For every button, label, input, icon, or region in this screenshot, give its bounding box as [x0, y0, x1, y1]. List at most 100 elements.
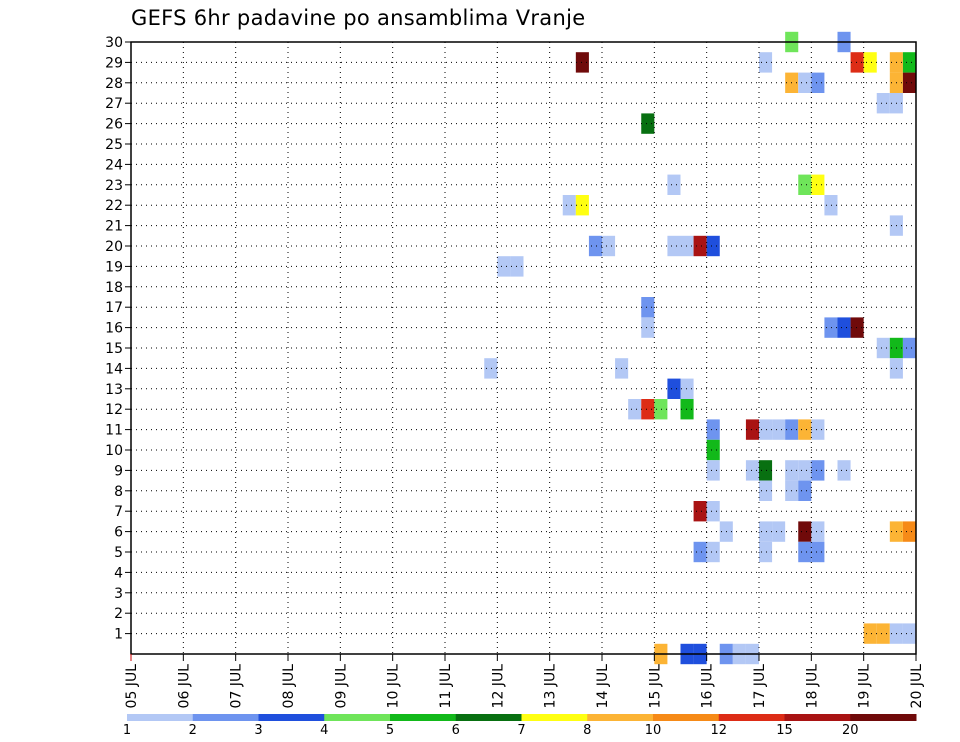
x-tick-label: 12 JUL [490, 664, 506, 709]
y-tick-label: 19 [105, 259, 123, 275]
colorbar-label: 5 [386, 723, 394, 738]
y-tick-label: 23 [105, 178, 123, 194]
x-tick-label: 05 JUL [124, 664, 140, 709]
y-tick-label: 20 [105, 239, 123, 255]
y-tick-label: 13 [105, 382, 123, 398]
heatmap-cell [811, 521, 825, 542]
x-tick-label: 06 JUL [176, 664, 192, 709]
heatmap-cell [772, 419, 786, 440]
heatmap-cell [667, 235, 681, 257]
heatmap-cell [745, 460, 759, 481]
heatmap-cell [602, 235, 616, 257]
heatmap-cell [680, 378, 694, 399]
x-tick-label: 08 JUL [281, 664, 297, 709]
heatmap-cell [693, 501, 707, 522]
heatmap-cell [876, 623, 890, 644]
heatmap-cell [798, 72, 812, 93]
colorbar-label: 10 [645, 723, 662, 738]
heatmap-cell [811, 174, 825, 195]
y-tick-label: 18 [105, 280, 123, 296]
heatmap-cell [837, 460, 851, 481]
heatmap-cell [706, 541, 720, 563]
colorbar-label: 12 [710, 723, 727, 738]
x-tick-label: 15 JUL [647, 664, 663, 709]
colorbar-swatch [192, 714, 259, 721]
x-tick-label: 18 JUL [804, 664, 820, 709]
y-tick-label: 11 [105, 423, 123, 439]
heatmap-cell [863, 52, 877, 73]
heatmap-cell [680, 235, 694, 257]
heatmap-cell [641, 317, 655, 338]
heatmap-cell [798, 419, 812, 440]
y-tick-label: 7 [114, 504, 123, 520]
heatmap-cell [798, 174, 812, 195]
y-tick-label: 21 [105, 219, 123, 235]
chart-title: GEFS 6hr padavine po ansamblima Vranje [131, 6, 586, 30]
y-tick-label: 9 [114, 463, 123, 479]
colorbar-swatch [587, 714, 654, 721]
heatmap-cell [850, 52, 864, 73]
axes: 1234567891011121314151617181920212223242… [105, 35, 925, 708]
heatmap-cell [811, 541, 825, 563]
y-tick-label: 22 [105, 198, 123, 214]
colorbar-label: 3 [254, 723, 262, 738]
y-tick-label: 30 [105, 35, 123, 51]
heatmap-cell [706, 235, 720, 257]
heatmap-cell [837, 317, 851, 338]
x-tick-label: 16 JUL [700, 664, 716, 709]
heatmap-cell [588, 235, 602, 257]
heatmap-cell [706, 439, 720, 461]
colorbar-label: 20 [842, 723, 859, 738]
heatmap-cell [759, 541, 773, 563]
heatmap-cell [772, 521, 786, 542]
y-tick-label: 24 [105, 157, 123, 173]
heatmap-cell [798, 521, 812, 542]
colorbar-swatch [784, 714, 851, 721]
colorbar-swatch [718, 714, 785, 721]
y-tick-label: 28 [105, 76, 123, 92]
heatmap-cell [798, 480, 812, 501]
heatmap-cell [759, 480, 773, 501]
colorbar-swatch [521, 714, 588, 721]
x-tick-label: 09 JUL [333, 664, 349, 709]
colorbar-label: 4 [320, 723, 328, 738]
heatmap-cell [562, 195, 576, 216]
heatmap-cell [706, 501, 720, 522]
heatmap-cell [641, 113, 655, 134]
heatmap-cell [667, 378, 681, 399]
y-tick-label: 4 [114, 565, 123, 581]
heatmap-cell [693, 235, 707, 257]
heatmap-cells [484, 31, 916, 665]
heatmap-cell [902, 52, 916, 73]
heatmap-cell [902, 521, 916, 542]
colorbar-label: 6 [452, 723, 460, 738]
x-tick-label: 19 JUL [857, 664, 873, 709]
y-tick-label: 17 [105, 300, 123, 316]
heatmap-cell [484, 358, 498, 379]
colorbar-swatch [258, 714, 325, 721]
colorbar-label: 1 [123, 723, 131, 738]
heatmap-cell [876, 93, 890, 114]
y-tick-label: 25 [105, 137, 123, 153]
heatmap-cell [575, 52, 589, 73]
heatmap-cell [850, 317, 864, 338]
y-tick-label: 2 [114, 606, 123, 622]
y-tick-label: 10 [105, 443, 123, 459]
heatmap-cell [641, 399, 655, 420]
heatmap-cell [902, 337, 916, 359]
heatmap-cell [759, 52, 773, 73]
heatmap-cell [863, 623, 877, 644]
y-tick-label: 12 [105, 402, 123, 418]
colorbar-swatch [127, 714, 194, 721]
heatmap-cell [759, 521, 773, 542]
y-tick-label: 29 [105, 55, 123, 71]
heatmap-cell [902, 72, 916, 93]
colorbar-label: 8 [583, 723, 591, 738]
heatmap-cell [641, 297, 655, 318]
colorbar-swatch [324, 714, 391, 721]
heatmap-cell [876, 337, 890, 359]
heatmap-cell [811, 460, 825, 481]
y-tick-label: 14 [105, 361, 123, 377]
y-tick-label: 3 [114, 586, 123, 602]
